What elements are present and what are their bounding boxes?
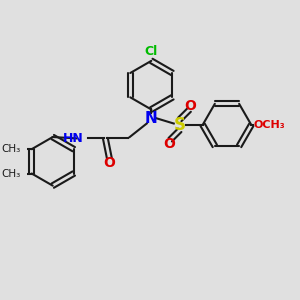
Text: O: O [163,137,175,151]
Text: CH₃: CH₃ [1,144,20,154]
Text: N: N [145,111,158,126]
Text: O: O [103,156,116,170]
Text: CH₃: CH₃ [1,169,20,178]
Text: OCH₃: OCH₃ [254,120,286,130]
Text: Cl: Cl [145,45,158,58]
Text: HN: HN [63,132,84,145]
Text: O: O [184,99,196,113]
Text: S: S [174,116,186,134]
